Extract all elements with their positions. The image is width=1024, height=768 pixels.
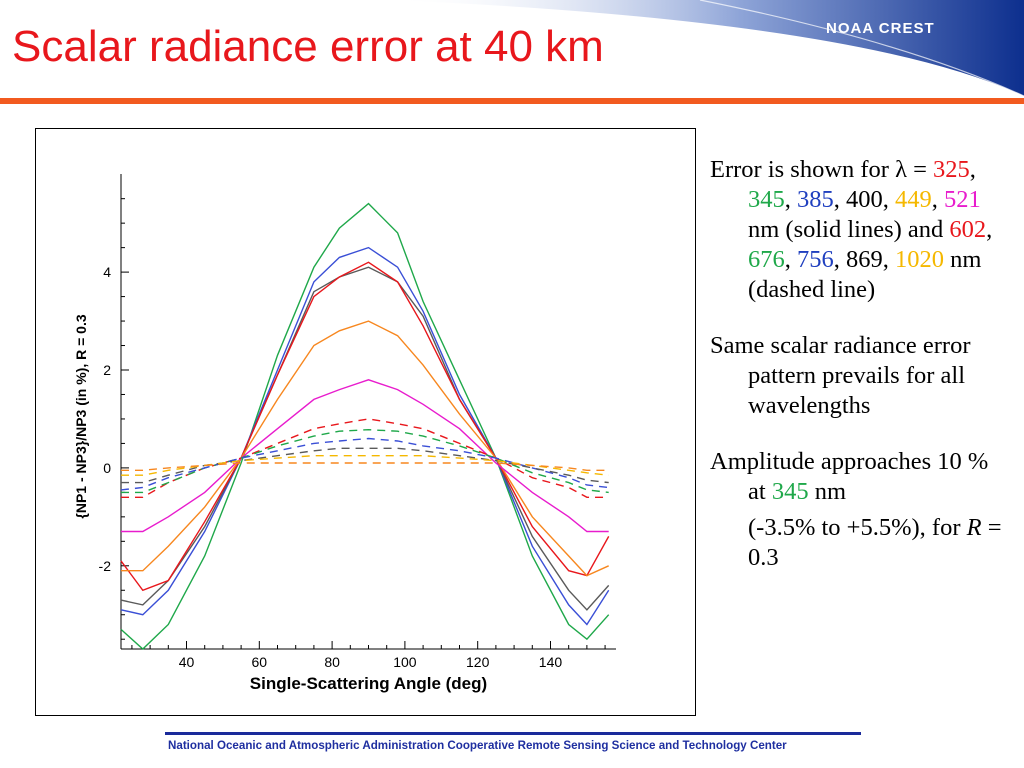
bullet-text: nm [808,478,846,505]
bullet-text: nm (dashed line) [748,246,982,303]
slide-title: Scalar radiance error at 40 km [12,22,604,71]
series-line-10 [121,447,609,484]
series-line-11 [121,455,609,476]
bullet-text: , [784,186,797,213]
series-line-4 [120,261,610,592]
title-rule [0,98,1024,104]
wavelength-602: 602 [949,216,987,243]
wavelength-676: 676 [748,246,785,273]
chart-frame: -2 0 2 4 40 60 80 100 120 140 Single-Scattering An… [35,128,696,716]
y-tick-label: 0 [103,460,111,476]
bullet-text: Error is shown for λ = [710,156,934,183]
series-line-2 [120,246,610,626]
x-axis-label: Single-Scattering Angle (deg) [250,674,487,693]
series-line-12 [121,462,609,471]
series-line-1 [120,202,610,650]
bullet-text: Amplitude approaches 10 % at [710,448,989,505]
wavelength-345: 345 [748,186,785,213]
y-tick-label: 2 [103,362,111,378]
header-banner [390,0,1024,97]
series-line-7 [121,418,609,498]
bullet-text: , [784,246,791,273]
series-line-8 [121,428,609,494]
chart-series [120,202,610,650]
x-tick-label: 80 [324,654,340,670]
footer-rule [165,732,861,735]
footer-text: National Oceanic and Atmospheric Adminis… [168,739,787,752]
r-symbol: R [966,514,982,541]
y-axis-label: {NP1 - NP3}/NP3 (in %), R = 0.3 [73,314,89,518]
bullet-amplitude-range: (-3.5% to +5.5%), for R = 0.3 [748,513,1010,573]
wavelength-385: 385 [797,186,834,213]
series-line-5 [121,320,609,577]
x-tick-label: 120 [466,654,490,670]
y-tick-label: 4 [103,264,111,280]
wavelength-1020: 1020 [895,246,944,273]
bullet-text: , 869, [833,246,895,273]
bullet-amplitude: Amplitude approaches 10 % at 345 nm [710,447,1010,507]
noaa-crest-logo: NOAA CREST [826,20,935,37]
series-line-6 [121,379,609,533]
bullet-pattern: Same scalar radiance error pattern preva… [710,332,971,419]
wavelength-521: 521 [944,186,981,213]
bullet-text: , 400, [833,186,889,213]
x-tick-label: 40 [179,654,195,670]
y-tick-label: -2 [99,558,112,574]
bullet-text: = 0.3 [748,514,1002,571]
series-line-9 [120,437,609,491]
series-line-3 [120,266,610,611]
bullet-text: (-3.5% to +5.5%), for [748,514,967,541]
bullet-text: , [986,216,993,243]
wavelength-449: 449 [895,186,932,213]
x-tick-label: 100 [393,654,417,670]
chart-labels: -2 0 2 4 40 60 80 100 120 140 Single-Scattering An… [73,264,562,693]
wavelength-325: 325 [933,156,970,183]
bullet-text: nm (solid lines) and [748,216,950,243]
bullet-text: , [931,186,944,213]
wavelength-756: 756 [797,246,834,273]
error-chart: -2 0 2 4 40 60 80 100 120 140 Single-Scattering An… [73,174,616,693]
x-tick-label: 60 [252,654,268,670]
bullet-list: Error is shown for λ = 325, 345, 385, 40… [710,155,1010,573]
bullet-wavelengths: Error is shown for λ = 325, 345, 385, 40… [710,155,1010,305]
wavelength-345: 345 [771,478,809,505]
bullet-text: , [969,156,976,183]
x-tick-label: 140 [539,654,563,670]
chart-axes [120,174,616,650]
